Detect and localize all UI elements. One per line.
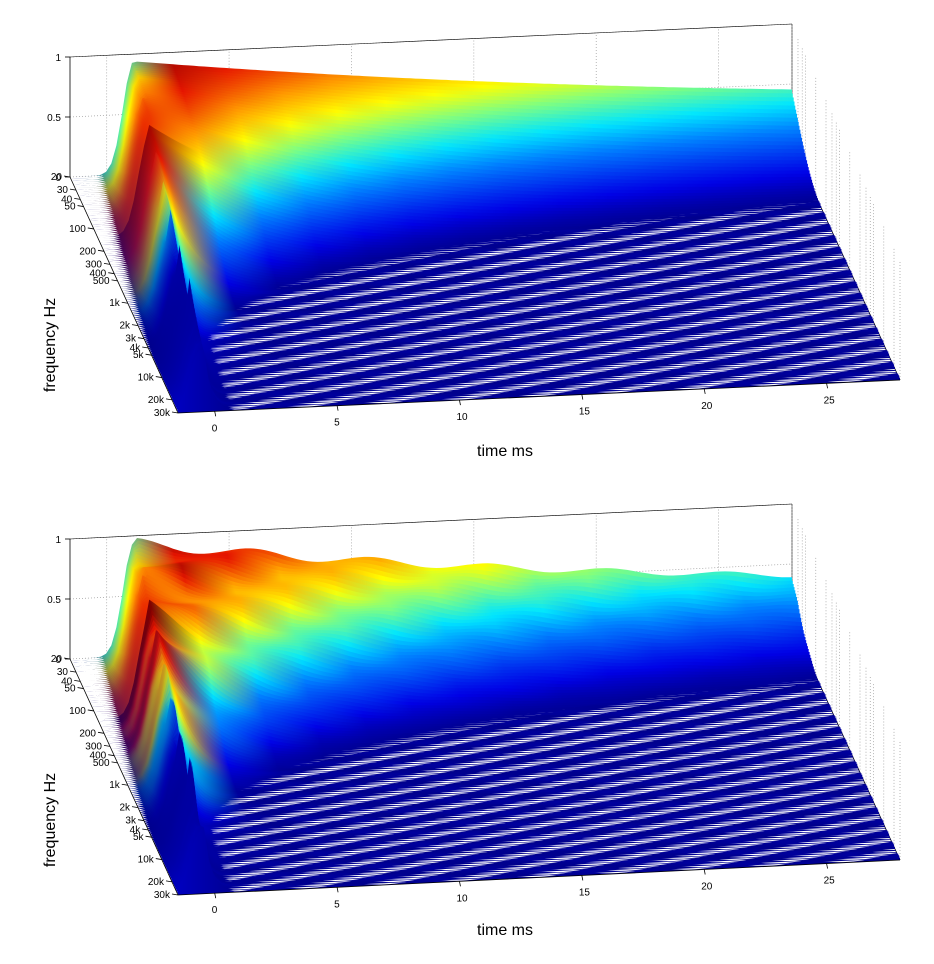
surface-strip [173, 822, 896, 886]
y-tick-label: 30k [154, 408, 171, 419]
surface-strip [108, 156, 831, 262]
y-axis-label: frequency Hz [42, 298, 59, 392]
x-tick-label: 20 [701, 401, 713, 412]
surface-strip [126, 676, 849, 784]
surface-strip [165, 761, 888, 868]
z-tick-label: 0.5 [47, 113, 61, 124]
y-tick-label: 500 [93, 276, 110, 287]
surface-strip [152, 746, 875, 841]
y-axis-label: frequency Hz [42, 773, 59, 867]
y-tick-label: 40 [61, 676, 73, 687]
y-tick-label: 50 [64, 202, 76, 213]
y-tick-label: 500 [93, 758, 110, 769]
x-tick-label: 5 [334, 418, 340, 429]
y-tick-label: 20 [51, 654, 63, 665]
surface-1 [70, 538, 900, 895]
y-tick-label: 2k [119, 803, 131, 814]
x-tick-label: 15 [579, 887, 591, 898]
surface-strip [114, 647, 837, 756]
surface-strip [125, 194, 848, 298]
y-axis-line [69, 658, 179, 896]
x-axis-label: time ms [477, 443, 533, 460]
x-tick-label: 20 [701, 881, 713, 892]
y-tick-label: 5k [133, 350, 145, 361]
surface-strip [149, 732, 872, 833]
surface-strip [116, 176, 839, 280]
surface-strip [125, 667, 848, 780]
surface-strip [164, 758, 887, 866]
z-tick-label: 1 [55, 535, 61, 546]
x-tick-label: 10 [456, 893, 468, 904]
surface-strip [148, 244, 871, 349]
y-tick-label: 5k [133, 832, 145, 843]
surface-0 [70, 61, 900, 413]
y-tick-label: 20k [148, 877, 165, 888]
surface-strip [140, 243, 863, 331]
y-tick-label: 30k [154, 890, 171, 901]
surface-strip [163, 277, 886, 382]
grid-0 [69, 23, 901, 381]
x-axis-line [177, 379, 901, 414]
x-tick-label: 0 [212, 905, 218, 916]
y-tick-label: 1k [109, 780, 121, 791]
z-tick-label: 0 [55, 173, 61, 184]
surface-strip [121, 663, 844, 773]
y-tick-label: 100 [69, 224, 86, 235]
y-tick-label: 300 [85, 741, 102, 752]
surface-strip [126, 201, 849, 302]
y-tick-label: 50 [64, 684, 76, 695]
y-tick-label: 30 [57, 185, 69, 196]
x-axis-line [177, 859, 901, 896]
y-tick-label: 4k [130, 343, 142, 354]
y-tick-label: 200 [79, 728, 96, 739]
y-tick-label: 400 [90, 751, 107, 762]
surface-strip [118, 182, 841, 284]
y-tick-label: 20k [148, 395, 165, 406]
y-tick-label: 1k [109, 298, 121, 309]
y-tick-label: 30 [57, 667, 69, 678]
y-tick-label: 40 [61, 194, 73, 205]
x-tick-label: 15 [579, 407, 591, 418]
y-tick-label: 10k [138, 373, 155, 384]
z-tick-label: 0 [55, 655, 61, 666]
y-tick-label: 4k [130, 825, 142, 836]
waterfall-plot-top: 0510152025203040501002003004005001k2k3k4… [42, 23, 901, 460]
x-tick-label: 10 [456, 412, 468, 423]
y-tick-label: 2k [119, 321, 131, 332]
surface-strip [149, 250, 872, 351]
surface-strip [141, 248, 864, 333]
y-tick-label: 3k [125, 334, 137, 345]
y-tick-label: 400 [90, 269, 107, 280]
surface-strip [148, 730, 871, 831]
surface-strip [138, 232, 861, 327]
y-axis-line [69, 176, 179, 414]
x-tick-label: 0 [212, 423, 218, 434]
surface-strip [115, 170, 838, 276]
surface-strip [135, 214, 858, 320]
surface-strip [110, 154, 833, 265]
surface-strip [126, 671, 849, 782]
surface-strip [116, 173, 838, 278]
surface-strip [117, 179, 840, 282]
z-tick-label: 0.5 [47, 595, 61, 606]
x-tick-label: 25 [824, 876, 836, 887]
surface-strip [136, 218, 859, 322]
x-tick-label: 25 [824, 395, 836, 406]
surface-strip [137, 701, 860, 808]
surface-strip [163, 757, 886, 864]
z-tick-label: 1 [55, 53, 61, 64]
x-tick-label: 5 [334, 899, 340, 910]
y-tick-label: 200 [79, 246, 96, 257]
waterfall-plot-bottom: 0510152025203040501002003004005001k2k3k4… [42, 503, 901, 939]
y-tick-label: 10k [138, 855, 155, 866]
y-tick-label: 3k [125, 816, 137, 827]
x-axis-label: time ms [477, 922, 533, 939]
y-tick-label: 20 [51, 172, 63, 183]
y-tick-label: 100 [69, 706, 86, 717]
y-tick-label: 300 [85, 259, 102, 270]
surface-strip [164, 283, 887, 384]
surface-strip [139, 237, 862, 329]
